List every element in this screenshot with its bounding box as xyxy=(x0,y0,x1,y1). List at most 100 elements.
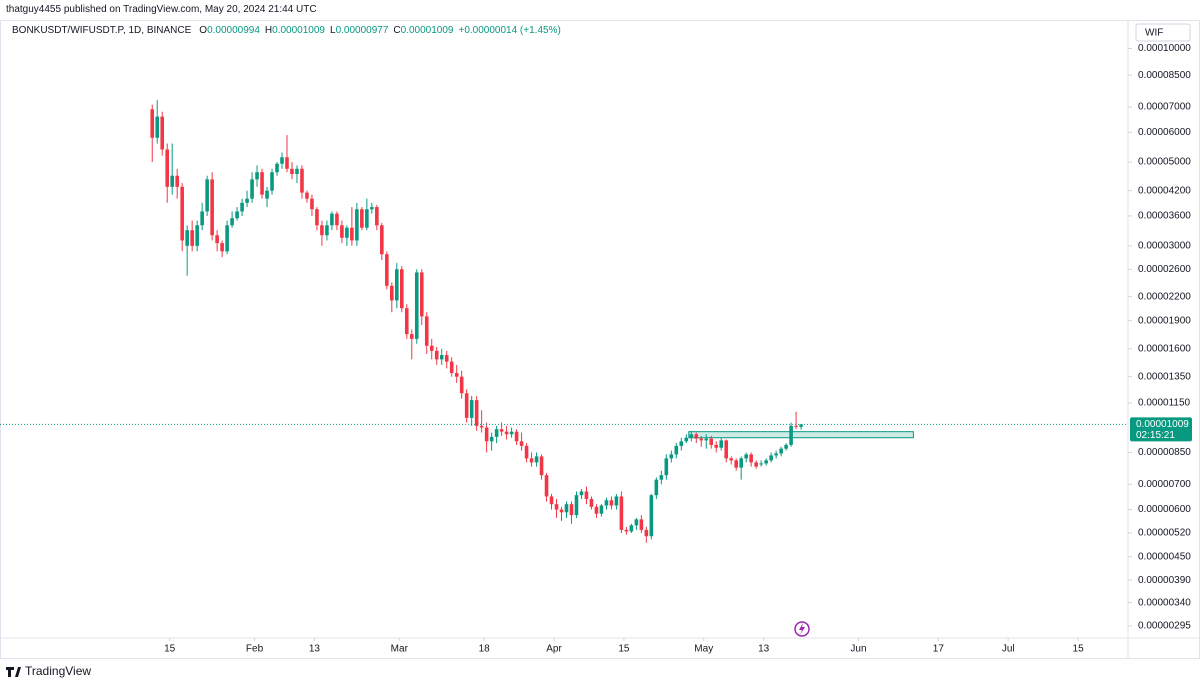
candle-body xyxy=(340,225,344,238)
candle-body xyxy=(554,504,559,510)
candle-body xyxy=(619,496,624,530)
ohlc-value: 0.00001009 xyxy=(272,25,325,36)
ohlc-value: 0.00000977 xyxy=(335,25,389,36)
x-tick-label: 15 xyxy=(618,644,630,655)
candle-body xyxy=(739,458,743,468)
candle-body xyxy=(295,168,299,174)
footer-brand: TradingView xyxy=(25,664,91,678)
ohlc-key: H xyxy=(264,25,273,36)
candle-body xyxy=(454,373,459,377)
candle-body xyxy=(409,334,414,339)
y-tick-label: 0.00006000 xyxy=(1138,127,1191,138)
y-tick-label: 0.00001350 xyxy=(1138,371,1191,382)
candle-body xyxy=(494,429,499,437)
candle-body xyxy=(784,444,788,449)
y-tick-label: 0.00000700 xyxy=(1138,479,1191,490)
tv-logo xyxy=(6,667,21,677)
candle-body xyxy=(484,427,489,442)
candle-body xyxy=(419,272,424,317)
y-tick-label: 0.00005000 xyxy=(1138,157,1191,168)
candle-body xyxy=(385,254,389,286)
candle-body xyxy=(704,438,709,441)
candle-body xyxy=(644,529,649,537)
candle-body xyxy=(320,225,324,236)
y-tick-label: 0.00001600 xyxy=(1138,343,1191,354)
y-tick-label: 0.00001900 xyxy=(1138,315,1191,326)
candle-body xyxy=(764,460,768,464)
change: +0.00000014 (+1.45%) xyxy=(458,25,561,36)
candle-body xyxy=(235,211,239,219)
candle-body xyxy=(360,209,364,228)
candle-body xyxy=(479,425,484,428)
x-tick-label: Mar xyxy=(391,644,409,655)
candle-body xyxy=(499,429,504,432)
candle-body xyxy=(330,213,334,226)
candle-body xyxy=(489,436,494,442)
ohlc-key: O xyxy=(199,25,208,36)
candle-body xyxy=(594,506,599,514)
last-price-label: 0.00001009 xyxy=(1136,419,1189,430)
candle-body xyxy=(434,350,439,360)
candle-body xyxy=(220,243,224,252)
candle-body xyxy=(215,235,219,244)
candle-body xyxy=(325,225,329,236)
candle-body xyxy=(679,441,684,446)
x-tick-label: Jul xyxy=(1002,644,1015,655)
candle-body xyxy=(714,444,719,448)
candle-body xyxy=(574,495,579,516)
symbol: BONKUSDT/WIFUSDT.P, 1D, BINANCE xyxy=(12,25,192,36)
candle-body xyxy=(614,496,619,506)
candle-body xyxy=(799,424,803,427)
y-tick-label: 0.00000340 xyxy=(1138,597,1191,608)
candle-body xyxy=(794,425,798,427)
candle-body xyxy=(395,269,399,301)
candle-body xyxy=(390,285,394,301)
candle-body xyxy=(599,505,604,514)
x-tick-label: 18 xyxy=(479,644,491,655)
x-tick-label: May xyxy=(694,644,713,655)
symbol-legend: BONKUSDT/WIFUSDT.P, 1D, BINANCE O0.000009… xyxy=(12,25,566,36)
candle-body xyxy=(429,345,434,351)
candle-body xyxy=(694,434,699,439)
candle-body xyxy=(195,225,199,246)
ohlc-value: 0.00000994 xyxy=(207,25,260,36)
candle-body xyxy=(250,179,254,199)
candle-body xyxy=(789,425,793,445)
candle-body xyxy=(255,172,259,180)
candle-body xyxy=(335,213,339,226)
candle-body xyxy=(749,454,753,463)
x-tick-label: 13 xyxy=(309,644,321,655)
candle-body xyxy=(449,361,454,374)
y-tick-label: 0.00000850 xyxy=(1138,447,1191,458)
candle-body xyxy=(649,495,654,537)
candle-body xyxy=(524,445,529,459)
candle-body xyxy=(759,463,763,465)
candle-body xyxy=(504,431,509,435)
candle-body xyxy=(609,500,614,506)
candle-body xyxy=(380,225,384,255)
candle-body xyxy=(629,525,634,532)
candle-body xyxy=(604,500,609,506)
candle-body xyxy=(729,458,734,461)
candle-body xyxy=(444,355,449,362)
y-tick-label: 0.00000600 xyxy=(1138,504,1191,515)
candle-body xyxy=(529,458,534,463)
y-tick-label: 0.00000390 xyxy=(1138,575,1191,586)
candle-body xyxy=(534,456,539,463)
alert-icon xyxy=(794,621,810,637)
compare-symbol[interactable]: WIF xyxy=(1145,28,1163,39)
y-tick-label: 0.00010000 xyxy=(1138,43,1191,54)
last-price-box xyxy=(1130,417,1192,442)
candle-body xyxy=(719,440,724,448)
candle-body xyxy=(624,529,629,532)
y-tick-label: 0.00000295 xyxy=(1138,621,1191,632)
candle-body xyxy=(734,460,738,468)
ohlc-legend: O0.00000994 H0.00001009 L0.00000977 C0.0000… xyxy=(199,25,458,36)
candle-body xyxy=(315,209,319,226)
candle-body xyxy=(579,491,584,496)
candle-body xyxy=(155,116,160,138)
y-tick-label: 0.00000520 xyxy=(1138,528,1191,539)
candle-body xyxy=(345,227,349,238)
candle-body xyxy=(664,458,669,476)
compare-box[interactable] xyxy=(1135,23,1191,42)
